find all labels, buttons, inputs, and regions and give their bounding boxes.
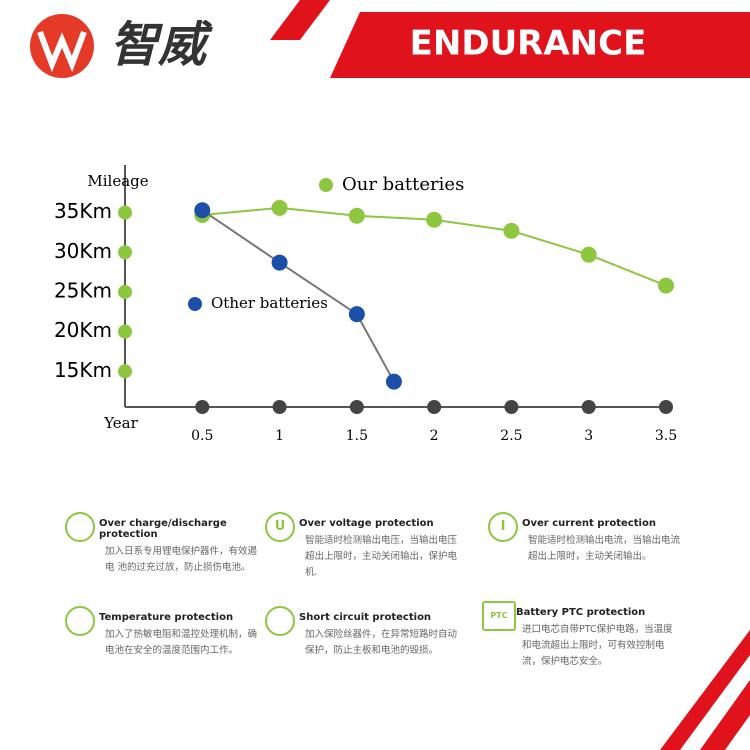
feature-title: Over current protection: [522, 518, 656, 529]
x-tick: [272, 400, 287, 414]
legend-label: Our batteries: [342, 174, 464, 195]
x-tick-label: 2: [430, 428, 439, 444]
y-tick-label: 30Km: [54, 239, 112, 263]
y-tick: [118, 284, 132, 299]
point: [426, 211, 443, 228]
legend-label: Other batteries: [211, 294, 328, 312]
stripe: [660, 630, 750, 750]
point: [348, 306, 365, 323]
point: [385, 373, 402, 390]
feature-title: Over voltage protection: [299, 518, 434, 529]
feature-title: Battery PTC protection: [516, 607, 646, 618]
y-axis-label: Mileage: [87, 172, 148, 190]
x-tick: [581, 400, 596, 414]
y-tick: [118, 205, 132, 220]
x-tick-label: 3: [584, 428, 593, 444]
point: [271, 199, 288, 216]
feature: U Over voltage protection 智能适时检测输出电压，当输出电压…: [265, 512, 465, 581]
point: [503, 222, 520, 239]
feature-text: 智能适时检测输出电流，当输出电流超出上限时，主动关闭输出。: [528, 535, 681, 562]
feature: Short circuit protection 加入保险丝器件，在异常短路时自动…: [265, 606, 465, 659]
x-tick-label: 1: [275, 428, 284, 444]
y-tick-label: 25Km: [54, 278, 112, 302]
x-tick: [195, 400, 210, 414]
point: [658, 277, 674, 294]
x-axis-label: Year: [103, 414, 138, 432]
feature-icon: U: [265, 512, 295, 542]
x-tick-label: 2.5: [500, 428, 522, 444]
feature-title: Short circuit protection: [299, 612, 432, 623]
feature: PTC Battery PTC protection 进口电芯自带PTC保护电路，当…: [482, 601, 682, 670]
x-tick-label: 0.5: [191, 428, 213, 444]
x-tick: [349, 400, 364, 414]
point: [580, 246, 597, 263]
feature: Over charge/discharge protection 加入日系专用锂电…: [65, 512, 265, 576]
y-tick: [118, 245, 132, 260]
y-tick-label: 20Km: [54, 318, 112, 342]
feature-text: 加入了热敏电阻和温控处理机制，确电池在安全的温度范围内工作。: [105, 629, 258, 656]
feature-text: 进口电芯自带PTC保护电路，当温度和电流超出上限时，可有效控制电流，保护电芯安全…: [522, 624, 673, 667]
feature-title: Over charge/discharge protection: [99, 518, 227, 540]
legend-marker: [319, 178, 333, 192]
feature-text: 加入保险丝器件，在异常短路时自动保护，防止主板和电池的毁损。: [305, 629, 458, 656]
feature-text: 智能适时检测输出电压，当输出电压超出上限时，主动关闭输出，保护电机.: [305, 535, 458, 578]
feature-icon: [65, 606, 95, 636]
feature-icon: [65, 512, 95, 542]
point: [348, 207, 365, 224]
x-tick: [427, 400, 442, 414]
stripe: [270, 0, 330, 40]
banner-title: ENDURANCE: [410, 24, 647, 64]
stripe: [700, 680, 750, 750]
y-tick: [118, 364, 132, 379]
feature-text: 加入日系专用锂电保护器件，有效遏电 池的过充过放，防止损伤电池。: [105, 546, 258, 573]
x-tick-label: 3.5: [655, 428, 677, 444]
point: [271, 254, 288, 271]
feature-icon: I: [488, 512, 518, 542]
feature-icon: [265, 606, 295, 636]
y-tick: [118, 324, 132, 339]
feature-title: Temperature protection: [99, 612, 234, 623]
series-line: [201, 209, 395, 383]
x-tick-label: 1.5: [346, 428, 368, 444]
x-tick: [659, 400, 673, 414]
logo-text: 智威: [110, 17, 213, 73]
point: [194, 202, 211, 219]
legend-marker: [188, 297, 202, 311]
banner-bg: [330, 12, 750, 78]
feature-icon: PTC: [482, 601, 516, 631]
chart: Mileage Year 15Km 20Km 25Km 30Km 35Km 0.5 1 1.5 2 2…: [54, 165, 677, 444]
x-tick: [504, 400, 519, 414]
y-tick-label: 15Km: [54, 358, 112, 382]
feature: Temperature protection 加入了热敏电阻和温控处理机制，确电池…: [65, 606, 265, 659]
feature: I Over current protection 智能适时检测输出电流，当输出电流…: [488, 512, 688, 565]
y-tick-label: 35Km: [54, 199, 112, 223]
logo-w: [37, 30, 87, 73]
